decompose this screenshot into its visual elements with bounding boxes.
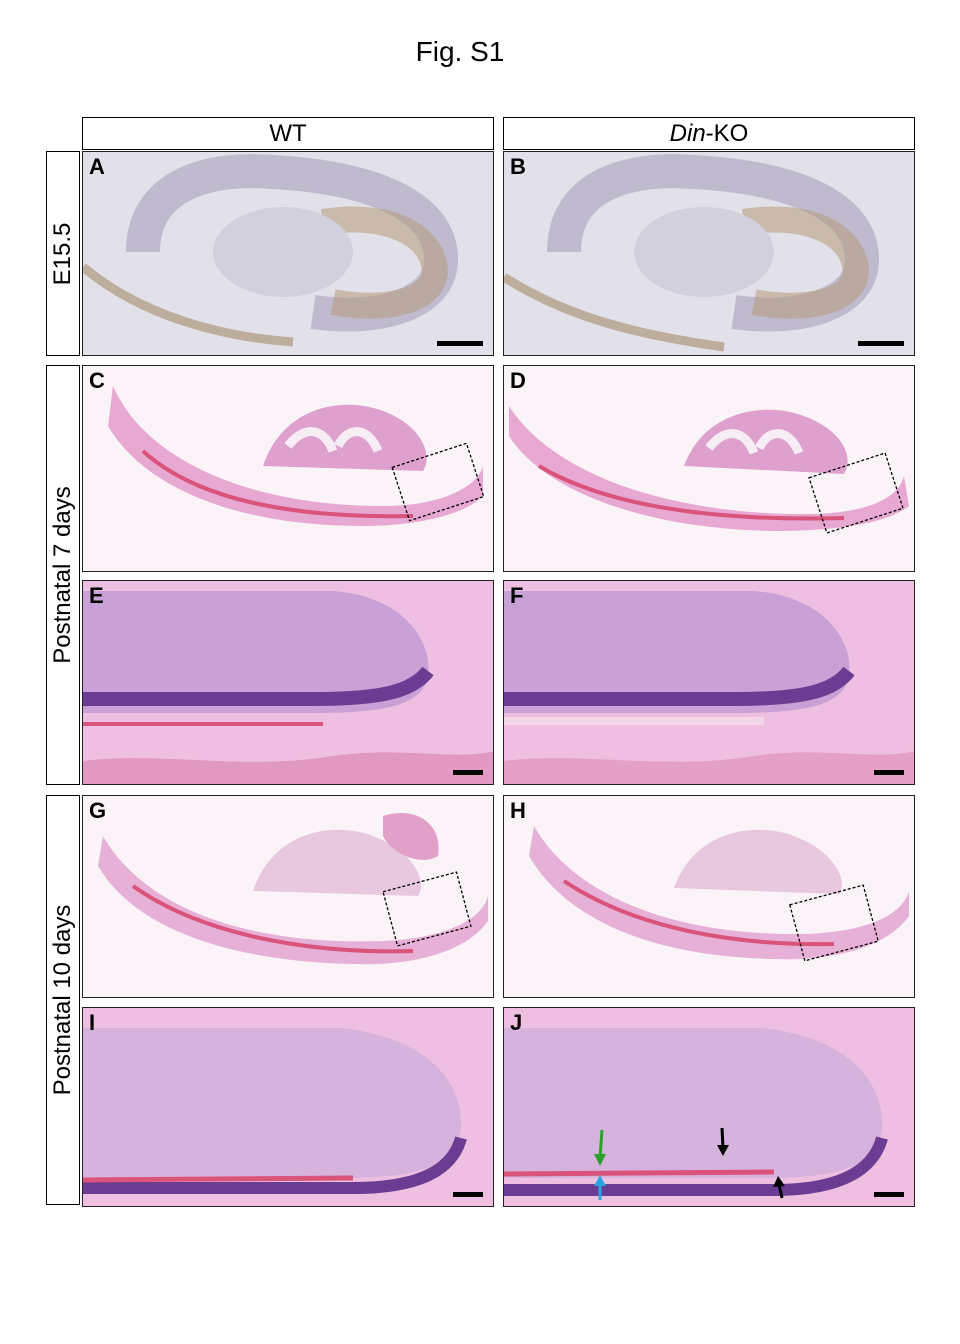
green-arrow-icon [594,1129,606,1166]
panel-b-image: B [503,151,915,356]
scale-bar [437,341,483,346]
panel-label-b: B [510,154,526,179]
scale-bar [453,1192,483,1197]
panel-label-e: E [89,583,104,608]
panel-label-h: H [510,798,526,823]
panel-label-j: J [510,1010,523,1035]
scale-bar [874,1192,904,1197]
panel-label-i: I [89,1010,96,1035]
row-header-p10: Postnatal 10 days [46,795,80,1205]
row-header-e15: E15.5 [46,151,80,356]
row-header-p7: Postnatal 7 days [46,365,80,785]
panel-c-image: C [82,365,494,572]
panel-h-image: H [503,795,915,998]
column-header-ko-label: Din-KO [669,119,749,147]
row-header-p10-label: Postnatal 10 days [49,904,76,1096]
scale-bar [453,770,483,775]
panel-label-g: G [89,798,107,823]
black-arrow-up-icon [773,1176,785,1199]
panel-label-f: F [510,583,524,608]
row-header-p7-label: Postnatal 7 days [49,486,76,664]
column-header-wt: WT [82,117,494,150]
blue-arrow-icon [594,1175,606,1200]
scale-bar [874,770,904,775]
figure-title: Fig. S1 [415,36,505,67]
column-header-ko: Din-KO [503,117,915,150]
column-header-wt-label: WT [269,119,307,147]
panel-i-image: I [82,1007,494,1207]
black-arrow-down-icon [717,1127,729,1156]
row-header-e15-label: E15.5 [49,222,76,285]
panel-d-image: D [503,365,915,572]
panel-a-image: A [82,151,494,356]
panel-j-image: J [503,1007,915,1207]
panel-f-image: F [503,580,915,785]
panel-g-image: G [82,795,494,998]
panel-e-image: E [82,580,494,785]
scale-bar [858,341,904,346]
panel-label-a: A [89,154,105,179]
panel-label-d: D [510,368,526,393]
panel-label-c: C [89,368,105,393]
